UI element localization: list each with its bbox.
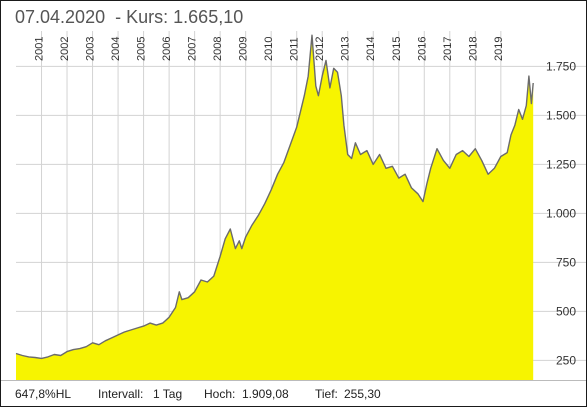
year-label: 2011 [289,37,301,61]
low-label: Tief: [315,387,338,401]
year-label: 2013 [340,37,352,61]
y-tick-label: 1.500 [546,108,576,122]
high-value: 1.909,08 [242,387,289,401]
year-label: 2008 [212,37,224,61]
price-value: 1.665,10 [173,7,244,27]
price-label: Kurs: [126,7,169,27]
year-label: 2018 [467,37,479,61]
x-axis-years: 2001 2002 2003 2004 2005 2006 2007 2008 2009 2010… [34,37,505,61]
year-label: 2019 [493,37,505,61]
chart-header: 07.04.2020 - Kurs: 1.665,10 [15,7,243,28]
year-label: 2010 [263,37,275,61]
price-line [15,34,534,360]
year-label: 2006 [161,37,173,61]
header-separator: - [115,7,122,27]
year-label: 2005 [136,37,148,61]
y-tick-label: 1.250 [546,157,576,171]
interval-label: Intervall: [98,387,144,401]
y-tick-label: 750 [556,255,576,269]
year-label: 2001 [34,37,46,61]
year-label: 2003 [85,37,97,61]
year-label: 2016 [416,37,428,61]
performance-value: 647,8%HL [15,387,72,401]
year-label: 2015 [391,37,403,61]
year-label: 2004 [110,37,122,61]
year-label: 2014 [365,37,377,61]
y-axis-ticks: 250 500 750 1.000 1.250 1.500 1.750 [546,59,576,367]
price-chart[interactable]: 2001 2002 2003 2004 2005 2006 2007 2008 2009 2010… [1,1,586,380]
high-label: Hoch: [204,387,236,401]
chart-footer: 647,8%HL Intervall: 1 Tag Hoch: 1.909,08… [1,380,586,406]
interval-value: 1 Tag [153,387,183,401]
price-area [16,35,534,380]
y-tick-label: 1.750 [546,59,576,73]
y-tick-label: 250 [556,353,576,367]
chart-area-layer [15,34,534,380]
low-value: 255,30 [344,387,381,401]
year-label: 2012 [314,37,326,61]
year-label: 2007 [187,37,199,61]
year-label: 2017 [442,37,454,61]
year-label: 2009 [238,37,250,61]
y-tick-label: 500 [556,304,576,318]
quote-date: 07.04.2020 [15,7,106,27]
y-tick-label: 1.000 [546,206,576,220]
year-label: 2002 [59,37,71,61]
